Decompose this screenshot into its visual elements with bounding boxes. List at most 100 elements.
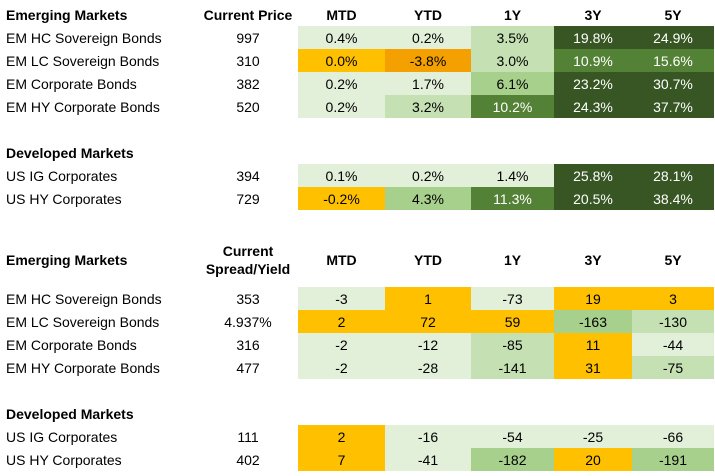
price-cell: 520 (236, 98, 260, 115)
ytd-cell: 1 (385, 287, 471, 310)
3y-cell: 24.3% (554, 95, 632, 118)
ytd-cell: -3.8% (385, 49, 471, 72)
1y-cell: 3.5% (471, 26, 554, 49)
row-label: EM LC Sovereign Bonds (6, 52, 160, 69)
row-label: EM LC Sovereign Bonds (6, 313, 160, 330)
row-label: US HY Corporates (6, 190, 122, 207)
ytd-cell: -28 (385, 356, 471, 379)
3y-cell: 19 (554, 287, 632, 310)
row-label: EM HC Sovereign Bonds (6, 290, 162, 307)
1y-cell: -85 (471, 333, 554, 356)
table-row: US IG Corporates 394 0.1% 0.2% 1.4% 25.8… (0, 164, 715, 187)
row-label: EM Corporate Bonds (6, 336, 137, 353)
returns-dm-header-row: Developed Markets (0, 141, 715, 164)
5y-header: 5Y (664, 252, 682, 268)
1y-cell: -73 (471, 287, 554, 310)
3y-header: 3Y (584, 252, 602, 268)
spread-cell: 402 (236, 451, 260, 468)
table-row: US HY Corporates 402 7 -41 -182 20 -191 (0, 448, 715, 471)
mtd-cell: -2 (298, 356, 385, 379)
5y-cell: 3 (632, 287, 714, 310)
spreads-em-section-title: Emerging Markets (6, 252, 128, 268)
3y-cell: 19.8% (554, 26, 632, 49)
price-cell: 729 (236, 190, 260, 207)
mtd-cell: 2 (298, 310, 385, 333)
row-label: US HY Corporates (6, 451, 122, 468)
3y-cell: 25.8% (554, 164, 632, 187)
price-cell: 382 (236, 75, 260, 92)
mtd-header: MTD (326, 252, 357, 268)
price-cell: 997 (236, 29, 260, 46)
mtd-cell: 0.2% (298, 95, 385, 118)
table-row: EM Corporate Bonds 316 -2 -12 -85 11 -44 (0, 333, 715, 356)
current-spread-header: Current Spread/Yield (198, 239, 298, 281)
1y-cell: 10.2% (471, 95, 554, 118)
5y-cell: 38.4% (632, 187, 714, 210)
1y-cell: 1.4% (471, 164, 554, 187)
spread-cell: 111 (237, 428, 259, 445)
5y-cell: -75 (632, 356, 714, 379)
spread-cell: 4.937% (224, 313, 272, 330)
table-row: EM LC Sovereign Bonds 310 0.0% -3.8% 3.0… (0, 49, 715, 72)
5y-cell: 37.7% (632, 95, 714, 118)
ytd-cell: -41 (385, 448, 471, 471)
mtd-cell: 0.1% (298, 164, 385, 187)
spreads-dm-header-row: Developed Markets (0, 402, 715, 425)
table-row: EM HC Sovereign Bonds 353 -3 1 -73 19 3 (0, 287, 715, 310)
spread-cell: 477 (236, 359, 260, 376)
current-price-header: Current Price (203, 7, 293, 23)
1y-cell: 11.3% (471, 187, 554, 210)
price-cell: 310 (236, 52, 260, 69)
spreads-header-row: Emerging Markets Current Spread/Yield MT… (0, 239, 715, 281)
price-cell: 394 (236, 167, 260, 184)
5y-cell: 15.6% (632, 49, 714, 72)
3y-cell: 31 (554, 356, 632, 379)
ytd-cell: -16 (385, 425, 471, 448)
mtd-cell: 0.2% (298, 72, 385, 95)
5y-cell: -130 (632, 310, 714, 333)
1y-cell: 59 (471, 310, 554, 333)
row-label: US IG Corporates (6, 428, 118, 445)
spread-cell: 316 (236, 336, 260, 353)
3y-cell: -25 (554, 425, 632, 448)
spreads-dm-section-title: Developed Markets (6, 405, 134, 422)
table-row: EM HY Corporate Bonds 520 0.2% 3.2% 10.2… (0, 95, 715, 118)
ytd-header: YTD (414, 252, 442, 268)
table-row: EM HY Corporate Bonds 477 -2 -28 -141 31… (0, 356, 715, 379)
5y-cell: -44 (632, 333, 714, 356)
5y-cell: -66 (632, 425, 714, 448)
1y-header: 1Y (503, 252, 522, 268)
returns-em-section-title: Emerging Markets (6, 7, 128, 23)
1y-cell: -182 (471, 448, 554, 471)
3y-cell: 11 (554, 333, 632, 356)
mtd-cell: 2 (298, 425, 385, 448)
row-label: EM HY Corporate Bonds (6, 359, 160, 376)
1y-header: 1Y (503, 7, 522, 23)
3y-header: 3Y (584, 7, 602, 23)
ytd-cell: 72 (385, 310, 471, 333)
table-row: US HY Corporates 729 -0.2% 4.3% 11.3% 20… (0, 187, 715, 210)
table-row: EM HC Sovereign Bonds 997 0.4% 0.2% 3.5%… (0, 26, 715, 49)
current-spread-header-line1: Current (222, 243, 274, 259)
row-label: US IG Corporates (6, 167, 118, 184)
mtd-cell: 0.0% (298, 49, 385, 72)
5y-header: 5Y (664, 7, 682, 23)
mtd-cell: 7 (298, 448, 385, 471)
1y-cell: -141 (471, 356, 554, 379)
ytd-header: YTD (414, 7, 442, 23)
returns-dm-section-title: Developed Markets (6, 144, 134, 161)
ytd-cell: 3.2% (385, 95, 471, 118)
ytd-cell: 0.2% (385, 164, 471, 187)
row-label: EM HY Corporate Bonds (6, 98, 160, 115)
ytd-cell: 0.2% (385, 26, 471, 49)
3y-cell: -163 (554, 310, 632, 333)
ytd-cell: 1.7% (385, 72, 471, 95)
mtd-cell: -0.2% (298, 187, 385, 210)
table-row: US IG Corporates 111 2 -16 -54 -25 -66 (0, 425, 715, 448)
1y-cell: -54 (471, 425, 554, 448)
ytd-cell: 4.3% (385, 187, 471, 210)
table-row: EM Corporate Bonds 382 0.2% 1.7% 6.1% 23… (0, 72, 715, 95)
1y-cell: 6.1% (471, 72, 554, 95)
row-label: EM HC Sovereign Bonds (6, 29, 162, 46)
1y-cell: 3.0% (471, 49, 554, 72)
